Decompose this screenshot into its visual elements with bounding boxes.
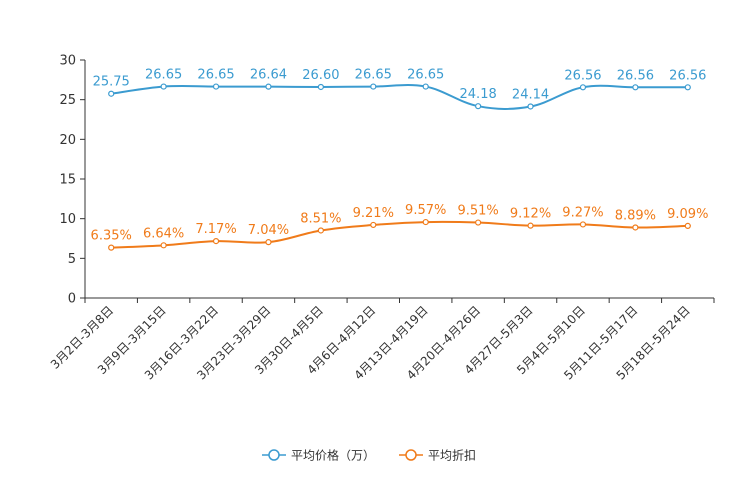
data-point [632, 224, 639, 231]
data-label: 9.57% [405, 203, 446, 218]
y-tick-label: 10 [59, 212, 76, 227]
data-label: 25.75 [93, 75, 130, 90]
data-point [684, 84, 691, 91]
data-label: 26.65 [407, 68, 444, 83]
data-label: 26.56 [564, 68, 601, 83]
data-label: 26.65 [145, 68, 182, 83]
data-point [475, 103, 482, 110]
series-1: 25.75 26.65 26.65 26.64 26.60 26.65 26.65 24.18… [93, 68, 706, 110]
y-tick-label: 20 [59, 133, 76, 148]
data-label: 6.35% [91, 229, 132, 244]
data-point [160, 83, 167, 90]
data-point [212, 238, 220, 245]
y-tick-label: 0 [68, 292, 76, 307]
data-label: 8.51% [300, 211, 341, 226]
legend-label: 平均折扣 [428, 448, 476, 463]
data-point [108, 90, 115, 97]
data-label: 8.89% [615, 208, 656, 223]
data-label: 26.56 [617, 68, 654, 83]
y-tick-label: 15 [59, 173, 76, 188]
data-point [370, 221, 377, 229]
series-layer: 25.75 26.65 26.65 26.64 26.60 26.65 26.65 24.18… [91, 68, 708, 251]
data-label: 26.56 [669, 68, 706, 83]
legend[interactable]: 平均价格（万） 平均折扣 [262, 448, 476, 463]
legend-item-1[interactable]: 平均价格（万） [262, 448, 375, 463]
data-point [370, 83, 377, 90]
data-label: 26.64 [250, 68, 287, 83]
data-point [160, 242, 167, 249]
data-point [265, 83, 272, 90]
data-label: 9.51% [457, 204, 498, 219]
data-label: 9.21% [353, 206, 394, 221]
data-label: 26.65 [197, 68, 234, 83]
data-label: 9.12% [510, 207, 551, 222]
legend-label: 平均价格（万） [291, 448, 375, 463]
series-line [111, 84, 688, 110]
series-line [111, 220, 688, 249]
series-2: 6.35% 6.64% 7.17% 7.04% 8.51% 9.21% 9.57% 9.51%… [91, 203, 708, 251]
data-point [579, 84, 587, 91]
y-tick-label: 5 [68, 252, 76, 267]
legend-marker [268, 449, 280, 461]
data-label: 9.27% [562, 205, 603, 220]
data-point [265, 239, 272, 246]
data-label: 6.64% [143, 226, 184, 241]
data-label: 26.65 [355, 68, 392, 83]
data-point [527, 222, 534, 229]
legend-item-2[interactable]: 平均折扣 [399, 448, 476, 463]
y-tick-label: 25 [59, 93, 76, 108]
data-point [317, 227, 324, 234]
data-label: 24.14 [512, 87, 549, 102]
data-point [422, 83, 429, 90]
data-label: 7.04% [248, 223, 289, 238]
data-label: 9.09% [667, 207, 708, 222]
data-point [317, 83, 324, 91]
data-point [527, 103, 534, 110]
data-label: 24.18 [460, 87, 497, 102]
data-point [108, 244, 115, 251]
data-point [212, 83, 220, 90]
data-point [475, 219, 482, 226]
data-point [684, 222, 691, 229]
data-point [579, 221, 587, 228]
legend-marker [405, 449, 417, 461]
y-tick-label: 30 [59, 54, 76, 69]
data-label: 7.17% [195, 222, 236, 237]
data-label: 26.60 [302, 68, 339, 83]
data-point [632, 84, 639, 91]
data-point [422, 218, 429, 226]
